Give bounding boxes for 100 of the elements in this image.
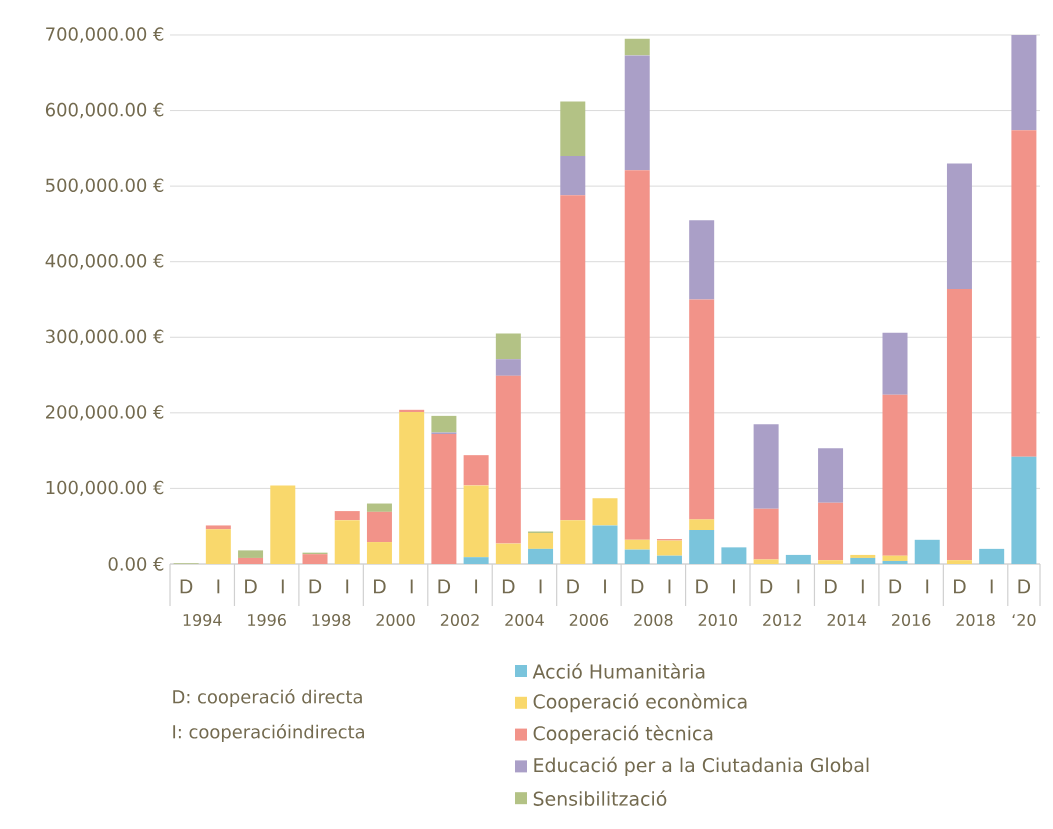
x-tick-label: D — [954, 579, 966, 594]
x-tick-label: D — [180, 579, 193, 594]
bar — [431, 434, 457, 564]
bar — [624, 549, 650, 564]
bar — [495, 375, 521, 544]
x-tick-label: I — [990, 579, 993, 594]
bar — [495, 543, 521, 564]
x-tick-label: I — [926, 579, 929, 594]
x-tick-label: D — [438, 579, 451, 594]
x-tick-label: I — [217, 579, 220, 594]
text: 2002 — [440, 613, 479, 626]
bar — [721, 547, 747, 564]
x-tick-label: D — [631, 579, 644, 594]
y-tick-label: 500,000.00 € — [46, 178, 164, 194]
bar — [689, 299, 715, 520]
y-tick-label: 700,000.00 € — [46, 27, 164, 43]
bar — [689, 529, 715, 564]
bar — [431, 415, 457, 433]
text: 2000 — [376, 613, 415, 626]
bar — [656, 555, 682, 564]
bar — [495, 333, 521, 360]
bar — [463, 455, 489, 486]
bar — [946, 560, 972, 564]
text: 2004 — [505, 613, 544, 626]
x-tick-label: I — [861, 579, 864, 594]
bar — [656, 540, 682, 556]
bar — [914, 539, 940, 564]
bar — [270, 485, 296, 564]
bar — [366, 542, 392, 564]
bar — [818, 560, 844, 564]
x-tick-label: D — [1018, 579, 1031, 594]
bar — [818, 502, 844, 561]
bar — [882, 332, 908, 395]
bar — [753, 424, 779, 509]
text: 2010 — [698, 613, 737, 626]
text: 2014 — [827, 613, 867, 626]
bar — [753, 559, 779, 564]
x-tick-label: I — [604, 579, 606, 594]
bar — [689, 519, 715, 530]
bar — [560, 155, 586, 196]
legend-label: Cooperació econòmica — [533, 693, 747, 713]
x-tick-label: D — [889, 579, 902, 594]
x-tick-label: D — [502, 579, 515, 594]
bar — [366, 503, 392, 512]
text: 2016 — [892, 613, 931, 626]
text: 1996 — [248, 613, 286, 626]
bar — [463, 485, 489, 558]
y-tick-label: 0.00 € — [108, 557, 164, 571]
bar — [560, 195, 586, 521]
bar — [238, 550, 264, 558]
bar — [302, 554, 328, 564]
x-tick-label: D — [567, 579, 579, 594]
x-tick-label: D — [696, 579, 708, 594]
text: ‘20 — [1012, 613, 1036, 626]
legend-label: Acció Humanitària — [532, 663, 705, 679]
bar — [1011, 34, 1037, 131]
bar — [334, 520, 360, 564]
bar — [753, 508, 779, 560]
legend-label: Cooperació tècnica — [533, 725, 713, 745]
legend-label: Educació per a la Ciutadania Global — [534, 756, 869, 776]
y-tick-label: 300,000.00 € — [46, 329, 164, 345]
y-tick-label: 100,000.00 € — [46, 480, 164, 497]
bar — [205, 525, 231, 530]
x-tick-label: I — [475, 579, 478, 594]
y-tick-label: 600,000.00 € — [45, 102, 164, 119]
bar — [882, 555, 908, 561]
x-tick-label: I — [732, 579, 735, 594]
bar — [946, 163, 972, 289]
bar — [882, 394, 908, 556]
x-tick-label: D — [825, 579, 837, 594]
x-tick-label: D — [760, 579, 773, 594]
x-tick-label: D — [374, 579, 386, 594]
text: 2012 — [763, 613, 801, 626]
x-tick-label: I — [281, 579, 284, 594]
bar — [560, 101, 586, 156]
bar — [1011, 130, 1037, 457]
bar — [560, 520, 586, 564]
bar — [592, 498, 618, 526]
bar — [592, 525, 618, 564]
bar — [624, 539, 650, 550]
bar — [882, 560, 908, 564]
x-tick-label: D — [309, 579, 322, 594]
bar — [624, 55, 650, 171]
bar — [528, 533, 554, 549]
text: 1994 — [183, 613, 222, 626]
bar — [624, 170, 650, 540]
bar — [366, 511, 392, 543]
bar — [979, 548, 1005, 564]
bar — [624, 38, 650, 56]
x-tick-label: I — [346, 579, 349, 594]
text: D: cooperació directa — [173, 688, 362, 708]
bar — [238, 557, 264, 564]
bar — [946, 288, 972, 561]
text: 2018 — [956, 613, 995, 626]
text: I: cooperacióindirecta — [173, 723, 364, 743]
bar — [399, 412, 425, 564]
text: 1998 — [312, 613, 351, 626]
bar — [689, 220, 715, 300]
bar — [818, 448, 844, 503]
x-tick-label: I — [668, 579, 671, 594]
